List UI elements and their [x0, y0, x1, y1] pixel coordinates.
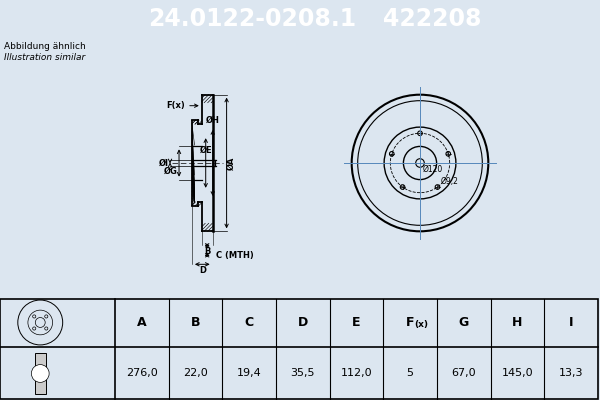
Text: F(x): F(x) — [166, 101, 185, 110]
Text: F: F — [406, 316, 415, 329]
Circle shape — [31, 364, 49, 382]
Text: 67,0: 67,0 — [452, 368, 476, 378]
Text: Illustration similar: Illustration similar — [4, 53, 85, 62]
Text: 35,5: 35,5 — [290, 368, 315, 378]
Bar — [35, 353, 46, 394]
Text: B: B — [191, 316, 200, 329]
Text: 112,0: 112,0 — [341, 368, 373, 378]
Text: 19,4: 19,4 — [237, 368, 262, 378]
Text: I: I — [569, 316, 574, 329]
Text: 13,3: 13,3 — [559, 368, 583, 378]
Text: 24.0122-0208.1: 24.0122-0208.1 — [148, 7, 356, 31]
Text: 5: 5 — [407, 368, 413, 378]
Text: ØI: ØI — [159, 158, 169, 168]
Text: C (MTH): C (MTH) — [215, 251, 253, 260]
Text: G: G — [459, 316, 469, 329]
Text: Ø120: Ø120 — [423, 165, 443, 174]
Text: Abbildung ähnlich: Abbildung ähnlich — [4, 42, 86, 51]
Text: 22,0: 22,0 — [183, 368, 208, 378]
Text: 276,0: 276,0 — [126, 368, 158, 378]
Text: ØA: ØA — [227, 156, 236, 170]
Text: ØG: ØG — [164, 167, 178, 176]
Text: D: D — [298, 316, 308, 329]
Text: ØE: ØE — [199, 146, 212, 155]
Text: C: C — [245, 316, 254, 329]
Text: A: A — [137, 316, 146, 329]
Text: H: H — [512, 316, 523, 329]
Text: (x): (x) — [414, 320, 428, 329]
Text: ØH: ØH — [206, 116, 220, 125]
Text: Ø9,2: Ø9,2 — [441, 177, 458, 186]
Text: 422208: 422208 — [383, 7, 481, 31]
Text: 145,0: 145,0 — [502, 368, 533, 378]
Text: B: B — [204, 247, 211, 256]
Text: D: D — [199, 266, 206, 275]
Text: E: E — [352, 316, 361, 329]
